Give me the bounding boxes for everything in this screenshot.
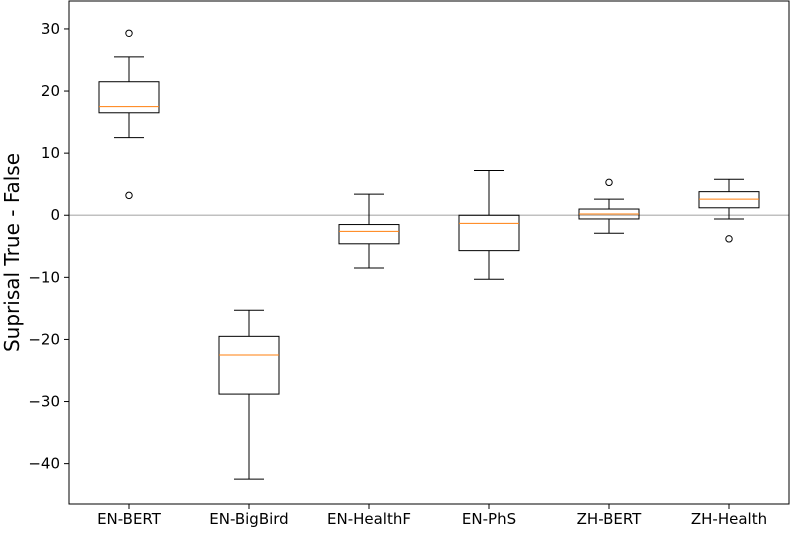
- box-en-healthf: [338, 193, 400, 269]
- box-zh-bert: [578, 178, 640, 234]
- y-tick-label: 20: [41, 82, 60, 100]
- x-tick-label: EN-BigBird: [209, 510, 288, 528]
- box-en-phs: [458, 170, 520, 280]
- iqr-box: [698, 191, 760, 209]
- plot-frame: [68, 0, 790, 505]
- box-en-bert: [98, 29, 160, 200]
- y-ticks-layer: 30 20 10 0 −10 −20 −30 −40: [28, 20, 69, 473]
- iqr-box: [218, 335, 280, 395]
- x-tick-label: EN-HealthF: [327, 510, 411, 528]
- outlier-point: [605, 178, 613, 187]
- outlier-point: [125, 29, 133, 37]
- box-zh-health: [698, 178, 760, 243]
- y-tick-label: 10: [41, 144, 60, 162]
- y-axis-title: Suprisal True - False: [0, 153, 24, 352]
- box-en-bigbird: [218, 309, 280, 480]
- iqr-box: [338, 224, 400, 245]
- x-tick-label: EN-BERT: [97, 510, 162, 528]
- iqr-box: [458, 214, 520, 252]
- x-tick-label: EN-PhS: [462, 510, 516, 528]
- y-tick-label: −20: [28, 330, 60, 348]
- x-tick-label: ZH-Health: [691, 510, 767, 528]
- outlier-point: [125, 191, 133, 200]
- boxes-layer: [98, 29, 760, 480]
- y-tick-label: −40: [28, 455, 60, 473]
- y-tick-label: 0: [50, 206, 60, 224]
- iqr-box: [98, 81, 160, 114]
- y-tick-label: 30: [41, 20, 60, 38]
- x-ticks-layer: EN-BERT EN-BigBird EN-HealthF EN-PhS ZH-BERT…: [97, 504, 767, 528]
- x-tick-label: ZH-BERT: [577, 510, 643, 528]
- outlier-point: [725, 235, 733, 243]
- y-tick-label: −10: [28, 268, 60, 286]
- y-tick-label: −30: [28, 393, 60, 411]
